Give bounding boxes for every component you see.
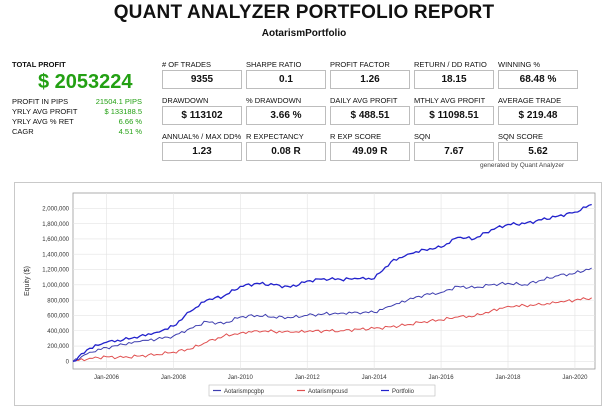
metric-value: 1.23	[162, 142, 242, 161]
x-tick-label: Jan-2008	[161, 375, 187, 381]
metric-return-dd-ratio: RETURN / DD RATIO 18.15	[414, 60, 494, 89]
stat-row-yrly-avg-profit: YRLY AVG PROFIT $ 133188.5	[12, 107, 142, 117]
metric-drawdown: DRAWDOWN $ 113102	[162, 96, 242, 125]
metric-annual-max-dd: ANNUAL% / MAX DD% 1.23	[162, 132, 242, 161]
metric-daily-avg-profit: DAILY AVG PROFIT $ 488.51	[330, 96, 410, 125]
stat-label: YRLY AVG PROFIT	[12, 107, 78, 116]
y-tick-label: 600,000	[47, 314, 69, 320]
chart-axes: 0 200,000 400,000 600,000 800,000 1,000,000 1,…	[24, 207, 588, 381]
metric-value: 0.08 R	[246, 142, 326, 161]
x-tick-label: Jan-2012	[295, 375, 321, 381]
metric-value: 5.62	[498, 142, 578, 161]
metric-value: $ 11098.51	[414, 106, 494, 125]
chart-legend: Aotarismpcgbp Aotarismpcusd Portfolio	[208, 384, 436, 397]
stat-value: 6.66 %	[118, 117, 142, 126]
metric-trades: # OF TRADES 9355	[162, 60, 242, 89]
metric-value: 1.26	[330, 70, 410, 89]
legend-label: Aotarismpcgbp	[224, 389, 265, 395]
stat-row-cagr: CAGR 4.51 %	[12, 127, 142, 137]
y-tick-label: 2,000,000	[42, 207, 69, 213]
stat-label: CAGR	[12, 127, 34, 136]
metric-label: DAILY AVG PROFIT	[330, 96, 398, 105]
stat-label: YRLY AVG % RET	[12, 117, 74, 126]
metric-winning-pct: WINNING % 68.48 %	[498, 60, 578, 89]
stat-value: 21504.1 PIPS	[95, 97, 142, 106]
series-line-aotarismpcgbp	[72, 267, 592, 362]
series-line-aotarismpcusd	[72, 297, 592, 362]
stat-label: PROFIT IN PIPS	[12, 97, 69, 106]
x-tick-label: Jan-2016	[429, 375, 455, 381]
metric-label: AVERAGE TRADE	[498, 96, 562, 105]
metric-label: R EXPECTANCY	[246, 132, 304, 141]
equity-chart-frame: 0 200,000 400,000 600,000 800,000 1,000,000 1,…	[14, 182, 602, 406]
metric-value: 3.66 %	[246, 106, 326, 125]
equity-chart: 0 200,000 400,000 600,000 800,000 1,000,000 1,…	[24, 192, 596, 397]
metric-value: $ 113102	[162, 106, 242, 125]
y-tick-label: 1,600,000	[42, 237, 69, 243]
metric-label: DRAWDOWN	[162, 96, 209, 105]
y-tick-label: 0	[66, 360, 70, 366]
stat-row-profit-pips: PROFIT IN PIPS 21504.1 PIPS	[12, 97, 142, 107]
metric-sqn-score: SQN SCORE 5.62	[498, 132, 578, 161]
metric-label: PROFIT FACTOR	[330, 60, 390, 69]
metric-label: SQN SCORE	[498, 132, 544, 141]
metric-label: MTHLY AVG PROFIT	[414, 96, 486, 105]
legend-box	[208, 384, 436, 397]
metric-label: SQN	[414, 132, 431, 141]
total-profit-label: TOTAL PROFIT	[12, 60, 66, 69]
generated-by-note: generated by Quant Analyzer	[480, 162, 565, 169]
metric-profit-factor: PROFIT FACTOR 1.26	[330, 60, 410, 89]
metric-r-exp-score: R EXP SCORE 49.09 R	[330, 132, 410, 161]
metric-value: 0.1	[246, 70, 326, 89]
x-tick-label: Jan-2014	[362, 375, 388, 381]
x-tick-label: Jan-2006	[94, 375, 120, 381]
metric-label: % DRAWDOWN	[246, 96, 302, 105]
metric-value: $ 488.51	[330, 106, 410, 125]
metric-pct-drawdown: % DRAWDOWN 3.66 %	[246, 96, 326, 125]
plot-area	[72, 192, 596, 370]
report-title: QUANT ANALYZER PORTFOLIO REPORT	[113, 2, 495, 23]
metric-value: 68.48 %	[498, 70, 578, 89]
chart-series	[72, 203, 592, 362]
stat-row-yrly-avg-ret: YRLY AVG % RET 6.66 %	[12, 117, 142, 127]
y-axis-label: Equity ($)	[24, 266, 31, 296]
metric-label: WINNING %	[498, 60, 541, 69]
stat-value: 4.51 %	[118, 127, 142, 136]
y-tick-label: 1,800,000	[42, 222, 69, 228]
metric-label: ANNUAL% / MAX DD%	[162, 132, 242, 141]
total-profit-block: TOTAL PROFIT $ 2053224 PROFIT IN PIPS 215…	[12, 60, 142, 137]
metric-label: # OF TRADES	[162, 60, 212, 69]
report-subtitle: AotarismPortfolio	[261, 28, 347, 39]
x-tick-label: Jan-2010	[228, 375, 254, 381]
metric-label: SHARPE RATIO	[246, 60, 302, 69]
metric-sqn: SQN 7.67	[414, 132, 494, 161]
y-tick-label: 200,000	[47, 344, 69, 350]
metric-value: 18.15	[414, 70, 494, 89]
y-tick-label: 1,400,000	[42, 252, 69, 258]
metric-sharpe-ratio: SHARPE RATIO 0.1	[246, 60, 326, 89]
x-tick-label: Jan-2020	[562, 375, 588, 381]
metric-label: R EXP SCORE	[330, 132, 382, 141]
legend-label: Portfolio	[392, 389, 415, 395]
y-tick-label: 1,000,000	[42, 283, 69, 289]
legend-label: Aotarismpcusd	[308, 389, 348, 395]
chart-grid	[72, 192, 596, 370]
metric-value: 7.67	[414, 142, 494, 161]
metric-mthly-avg-profit: MTHLY AVG PROFIT $ 11098.51	[414, 96, 494, 125]
metric-value: 9355	[162, 70, 242, 89]
x-tick-label: Jan-2018	[495, 375, 521, 381]
stat-value: $ 133188.5	[104, 107, 142, 116]
series-line-portfolio	[72, 203, 592, 362]
metric-label: RETURN / DD RATIO	[414, 60, 487, 69]
metric-average-trade: AVERAGE TRADE $ 219.48	[498, 96, 578, 125]
metric-value: $ 219.48	[498, 106, 578, 125]
metric-value: 49.09 R	[330, 142, 410, 161]
y-tick-label: 400,000	[47, 329, 69, 335]
total-profit-value: $ 2053224	[38, 71, 133, 93]
y-tick-label: 800,000	[47, 298, 69, 304]
metric-r-expectancy: R EXPECTANCY 0.08 R	[246, 132, 326, 161]
y-tick-label: 1,200,000	[42, 268, 69, 274]
